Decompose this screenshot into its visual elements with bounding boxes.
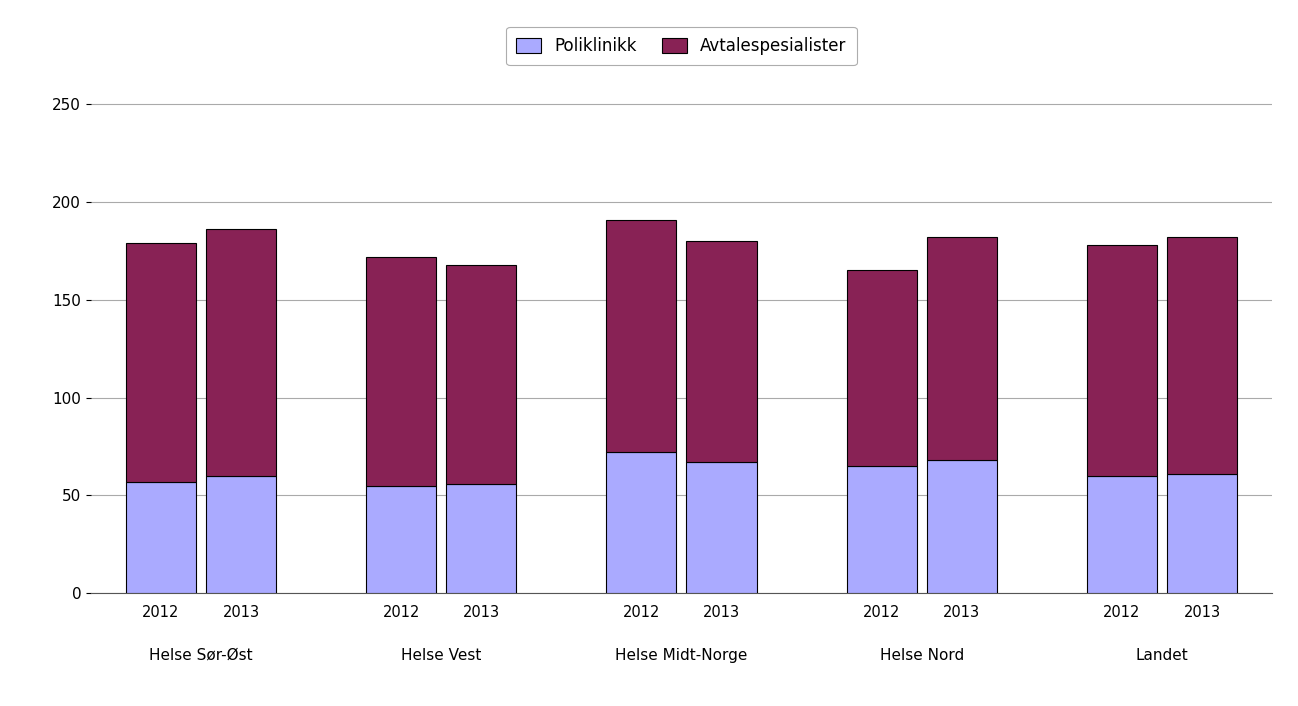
Bar xyxy=(606,220,676,453)
Text: Helse Sør-Øst: Helse Sør-Øst xyxy=(149,648,253,663)
Bar xyxy=(606,453,676,593)
Bar xyxy=(927,237,997,460)
Bar xyxy=(846,466,916,593)
Bar xyxy=(846,270,916,466)
Bar xyxy=(126,481,196,593)
Bar xyxy=(1167,237,1237,474)
Text: Helse Midt-Norge: Helse Midt-Norge xyxy=(615,648,748,663)
Bar xyxy=(927,460,997,593)
Bar xyxy=(687,241,757,462)
Bar xyxy=(687,462,757,593)
Bar xyxy=(366,486,436,593)
Bar xyxy=(1086,245,1157,476)
Bar xyxy=(447,265,517,484)
Bar xyxy=(366,257,436,486)
Bar xyxy=(1167,474,1237,593)
Text: Landet: Landet xyxy=(1136,648,1188,663)
Text: Helse Vest: Helse Vest xyxy=(401,648,482,663)
Legend: Poliklinikk, Avtalespesialister: Poliklinikk, Avtalespesialister xyxy=(506,27,857,65)
Bar xyxy=(126,243,196,481)
Text: Helse Nord: Helse Nord xyxy=(880,648,964,663)
Bar xyxy=(206,229,276,476)
Bar xyxy=(206,476,276,593)
Bar xyxy=(447,484,517,593)
Bar xyxy=(1086,476,1157,593)
